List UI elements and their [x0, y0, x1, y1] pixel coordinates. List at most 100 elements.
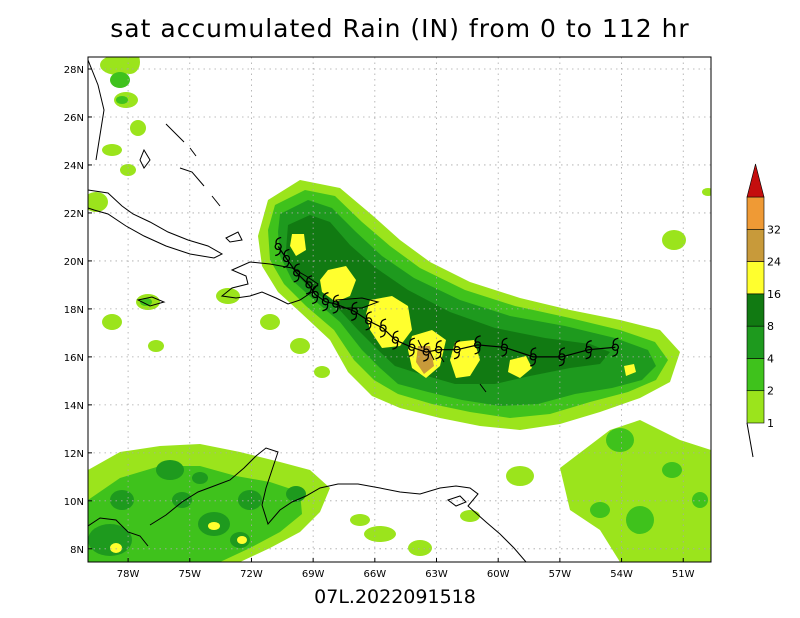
rain-patch: [606, 428, 634, 452]
rain-patch: [88, 192, 108, 212]
coastline-trinidad: [446, 495, 467, 507]
rain-patch: [662, 462, 682, 478]
rain-patch: [290, 338, 310, 354]
rain-core: [366, 296, 412, 348]
rain-patch: [102, 144, 122, 156]
latitude-labels: 28N 26N 24N 22N 20N 18N 16N 14N 12N 10N 8N: [64, 65, 92, 556]
coastlines: [88, 59, 527, 562]
colorbar-segment: [746, 293, 765, 327]
rain-patch: [364, 526, 396, 542]
map-frame: [87, 56, 712, 563]
coastline-south-america: [88, 447, 527, 562]
coastline-cuba: [88, 189, 224, 259]
hurricane-symbol-icon: [365, 311, 373, 331]
colorbar-max-triangle: [746, 163, 765, 198]
colorbar-segment: [746, 325, 765, 359]
lat-tick-label: 28N: [64, 65, 84, 76]
storm-track: [274, 236, 620, 367]
lon-tick-label: 69W: [302, 569, 325, 580]
rain-patch: [208, 522, 220, 530]
lon-tick-label: 78W: [117, 569, 140, 580]
rain-patch: [148, 340, 164, 352]
colorbar-segment: [746, 196, 765, 230]
lat-tick-label: 14N: [64, 401, 84, 412]
hurricane-symbol-icon: [379, 318, 387, 338]
rain-patch: [140, 298, 152, 306]
lat-tick-label: 24N: [64, 161, 84, 172]
coastline-leeward-islands: [417, 339, 487, 393]
rain-patch: [662, 230, 686, 250]
rain-patch: [216, 288, 240, 304]
colorbar-label: 4: [767, 352, 774, 365]
hurricane-symbol-icon: [391, 330, 400, 350]
lat-tick-label: 18N: [64, 305, 84, 316]
rain-patch: [120, 164, 136, 176]
colorbar-label: 8: [767, 320, 774, 333]
coastline-hispaniola: [220, 261, 319, 305]
colorbar-label: 32: [767, 223, 781, 236]
lon-tick-label: 66W: [364, 569, 387, 580]
rain-core: [290, 234, 306, 256]
coastline-florida: [88, 59, 105, 161]
rain-patch: [130, 120, 146, 136]
rain-patch: [110, 72, 130, 88]
lat-tick-label: 12N: [64, 449, 84, 460]
colorbar-segment: [746, 261, 765, 295]
lon-tick-label: 57W: [549, 569, 572, 580]
rain-patch: [702, 188, 711, 196]
hurricane-symbol-icon: [321, 292, 330, 312]
hurricane-symbol-icon: [434, 340, 443, 360]
colorbar-min-tail: [746, 422, 754, 458]
colorbar-label: 2: [767, 385, 774, 398]
colorbar-label: 16: [767, 288, 781, 301]
rain-patch: [506, 466, 534, 486]
hurricane-symbol-icon: [282, 248, 291, 269]
rain-patch: [110, 543, 122, 553]
rain-patch: [314, 366, 330, 378]
rain-patch: [286, 486, 306, 502]
coastline-bahamas: [139, 123, 243, 243]
hurricane-symbol-icon: [585, 340, 593, 360]
colorbar-segment: [746, 228, 765, 262]
lat-tick-label: 22N: [64, 209, 84, 220]
rain-patch: [120, 57, 140, 74]
hurricane-symbol-icon: [293, 263, 301, 283]
coastline-jamaica: [136, 296, 166, 307]
lat-tick-label: 10N: [64, 497, 84, 508]
hurricane-symbol-icon: [558, 347, 566, 367]
hurricane-symbol-icon: [274, 236, 282, 257]
lon-tick-label: 60W: [487, 569, 510, 580]
hurricane-symbol-icon: [305, 275, 313, 295]
storm-id-label: 07L.2022091518: [314, 586, 476, 608]
rain-core: [320, 266, 356, 302]
lon-tick-label: 54W: [610, 569, 633, 580]
rain-patch: [408, 540, 432, 556]
lon-tick-label: 63W: [425, 569, 448, 580]
lon-tick-label: 51W: [672, 569, 695, 580]
hurricane-symbol-icon: [332, 294, 340, 314]
rain-patch: [192, 472, 208, 484]
hurricane-symbol-icon: [408, 337, 416, 357]
rain-patch: [156, 460, 184, 480]
colorbar-label: 24: [767, 256, 781, 269]
rain-core: [624, 364, 636, 376]
hurricane-symbol-icon: [500, 337, 509, 357]
rain-patch: [238, 490, 262, 510]
longitude-labels: 78W 75W 72W 69W 66W 63W 60W 57W 54W 51W: [117, 558, 695, 580]
lat-tick-label: 16N: [64, 353, 84, 364]
lat-tick-label: 26N: [64, 113, 84, 124]
hurricane-symbol-icon: [611, 337, 620, 357]
colorbar-segment: [746, 358, 765, 392]
rain-patch: [626, 506, 654, 534]
colorbar-segment: [746, 390, 765, 424]
rain-core: [508, 356, 532, 378]
rain-east-light: [560, 420, 711, 562]
hurricane-symbol-icon: [473, 335, 482, 355]
rain-swath-darker: [286, 215, 610, 384]
hurricane-symbol-icon: [311, 284, 319, 305]
rain-patch: [237, 536, 247, 544]
rain-patch: [350, 514, 370, 526]
colorbar-label: 1: [767, 417, 774, 430]
hurricane-symbol-icon: [350, 301, 358, 321]
